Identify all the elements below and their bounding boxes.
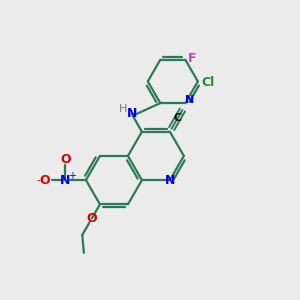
- Text: H: H: [118, 104, 127, 114]
- Text: O: O: [39, 174, 50, 187]
- Text: O: O: [86, 212, 97, 225]
- Text: N: N: [185, 95, 194, 105]
- Text: F: F: [188, 52, 196, 65]
- Text: N: N: [126, 107, 137, 120]
- Text: O: O: [60, 153, 71, 166]
- Text: Cl: Cl: [201, 76, 214, 89]
- Text: N: N: [60, 174, 70, 187]
- Text: C: C: [174, 112, 182, 123]
- Text: N: N: [165, 174, 175, 187]
- Text: -: -: [36, 175, 40, 185]
- Text: +: +: [68, 171, 76, 181]
